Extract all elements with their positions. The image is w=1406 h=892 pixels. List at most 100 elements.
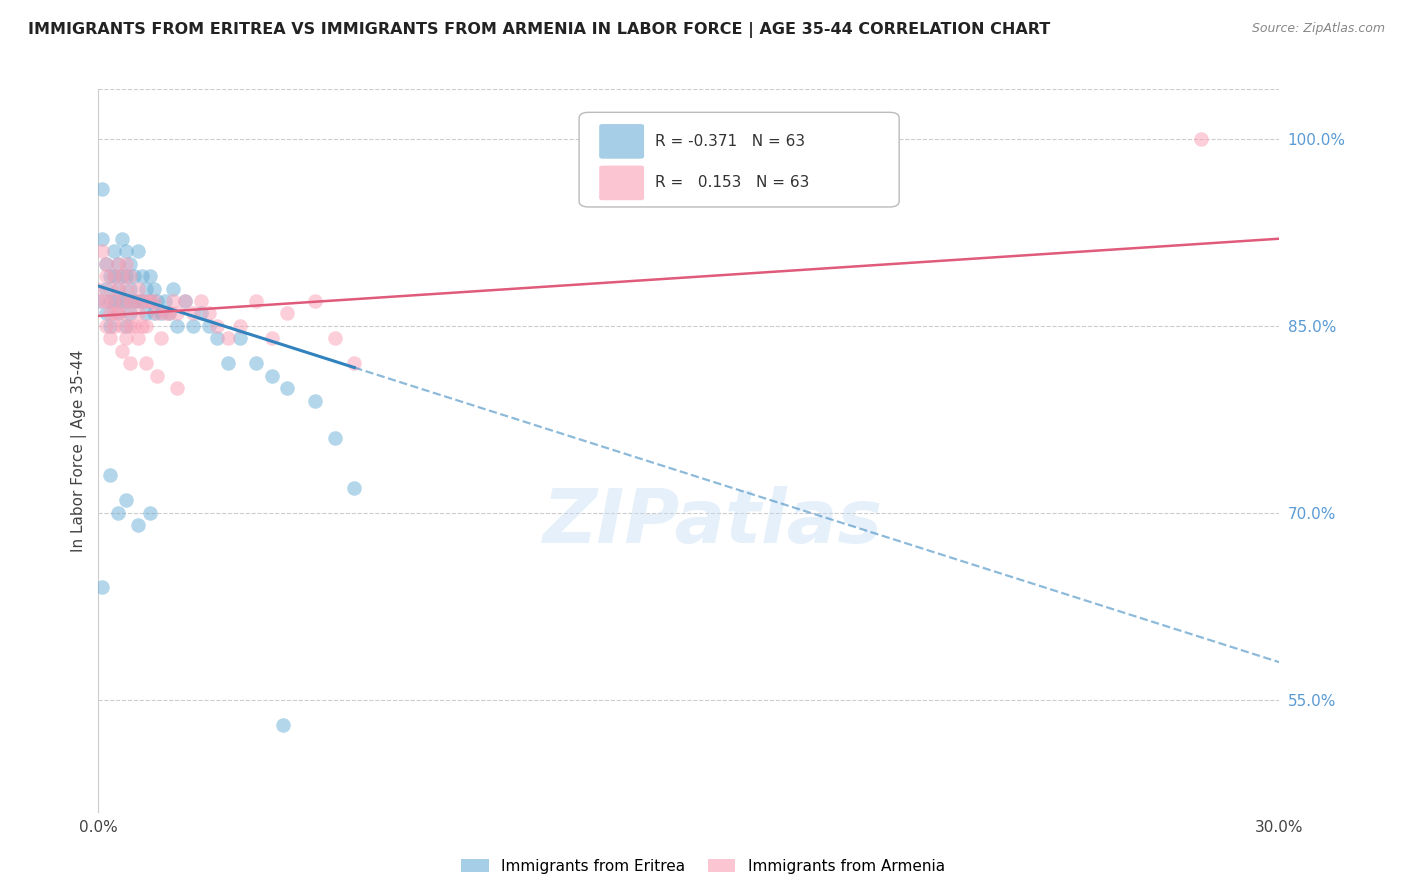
Point <box>91 581 114 595</box>
Point <box>142 281 165 295</box>
Point <box>131 293 153 308</box>
Point <box>111 268 134 283</box>
Point <box>107 281 129 295</box>
Point <box>107 306 129 320</box>
Point <box>115 331 138 345</box>
Point <box>127 518 149 533</box>
Point <box>98 293 121 308</box>
Text: IMMIGRANTS FROM ERITREA VS IMMIGRANTS FROM ARMENIA IN LABOR FORCE | AGE 35-44 CO: IMMIGRANTS FROM ERITREA VS IMMIGRANTS FR… <box>28 22 1050 38</box>
Point <box>304 393 326 408</box>
Point <box>229 331 252 345</box>
Point <box>229 318 252 333</box>
Point <box>146 306 169 320</box>
Point <box>118 356 141 370</box>
Point <box>107 257 129 271</box>
Point <box>135 281 157 295</box>
Point <box>98 281 121 295</box>
Point <box>122 293 145 308</box>
Point <box>111 318 134 333</box>
Point <box>190 293 212 308</box>
Point <box>107 506 129 520</box>
Point <box>98 331 121 345</box>
Point <box>217 331 239 345</box>
Point <box>157 306 180 320</box>
Point <box>115 281 138 295</box>
Point <box>96 257 118 271</box>
Text: ZIPatlas: ZIPatlas <box>543 486 883 559</box>
Point <box>96 257 118 271</box>
Point <box>91 182 114 196</box>
Point <box>1189 132 1212 146</box>
Point <box>115 244 138 259</box>
Point <box>190 306 212 320</box>
Point <box>174 293 197 308</box>
Point <box>118 306 141 320</box>
Point <box>103 293 125 308</box>
FancyBboxPatch shape <box>579 112 900 207</box>
Point <box>131 268 153 283</box>
Point <box>98 268 121 283</box>
Point <box>103 293 125 308</box>
Point <box>304 293 326 308</box>
Point <box>122 318 145 333</box>
Point <box>87 281 110 295</box>
Point <box>115 257 138 271</box>
Point <box>103 268 125 283</box>
Point <box>115 293 138 308</box>
Point <box>150 306 173 320</box>
Point <box>111 232 134 246</box>
Point <box>343 481 366 495</box>
Point <box>96 293 118 308</box>
Point <box>131 318 153 333</box>
Point <box>111 293 134 308</box>
Point <box>273 717 295 731</box>
Point <box>96 281 118 295</box>
Point <box>276 381 298 395</box>
Point <box>103 268 125 283</box>
Point <box>131 293 153 308</box>
Point <box>111 343 134 358</box>
Point <box>197 306 219 320</box>
Point <box>166 318 188 333</box>
Point <box>138 293 160 308</box>
Point <box>96 318 118 333</box>
Point <box>205 318 228 333</box>
Point <box>142 293 165 308</box>
Point <box>245 293 267 308</box>
Point <box>155 293 177 308</box>
Point <box>135 356 157 370</box>
Point <box>323 331 346 345</box>
Point <box>96 306 118 320</box>
Point <box>98 468 121 483</box>
FancyBboxPatch shape <box>599 166 644 200</box>
Point <box>98 306 121 320</box>
Point <box>138 506 160 520</box>
Point <box>122 268 145 283</box>
Point <box>111 293 134 308</box>
Point <box>118 318 141 333</box>
Y-axis label: In Labor Force | Age 35-44: In Labor Force | Age 35-44 <box>72 350 87 551</box>
Point <box>138 293 160 308</box>
Point <box>323 431 346 445</box>
Point <box>181 318 204 333</box>
Point <box>127 331 149 345</box>
Point <box>127 306 149 320</box>
Point <box>276 306 298 320</box>
Point <box>260 331 283 345</box>
Point <box>217 356 239 370</box>
Point <box>174 293 197 308</box>
Point <box>166 381 188 395</box>
Point <box>142 306 165 320</box>
Point <box>146 293 169 308</box>
Point <box>98 318 121 333</box>
Point <box>115 493 138 508</box>
Point <box>91 232 114 246</box>
Point <box>343 356 366 370</box>
Point <box>135 306 157 320</box>
Point <box>135 293 157 308</box>
Point <box>118 281 141 295</box>
Point <box>122 293 145 308</box>
Point <box>127 293 149 308</box>
Point <box>205 331 228 345</box>
Point <box>107 281 129 295</box>
